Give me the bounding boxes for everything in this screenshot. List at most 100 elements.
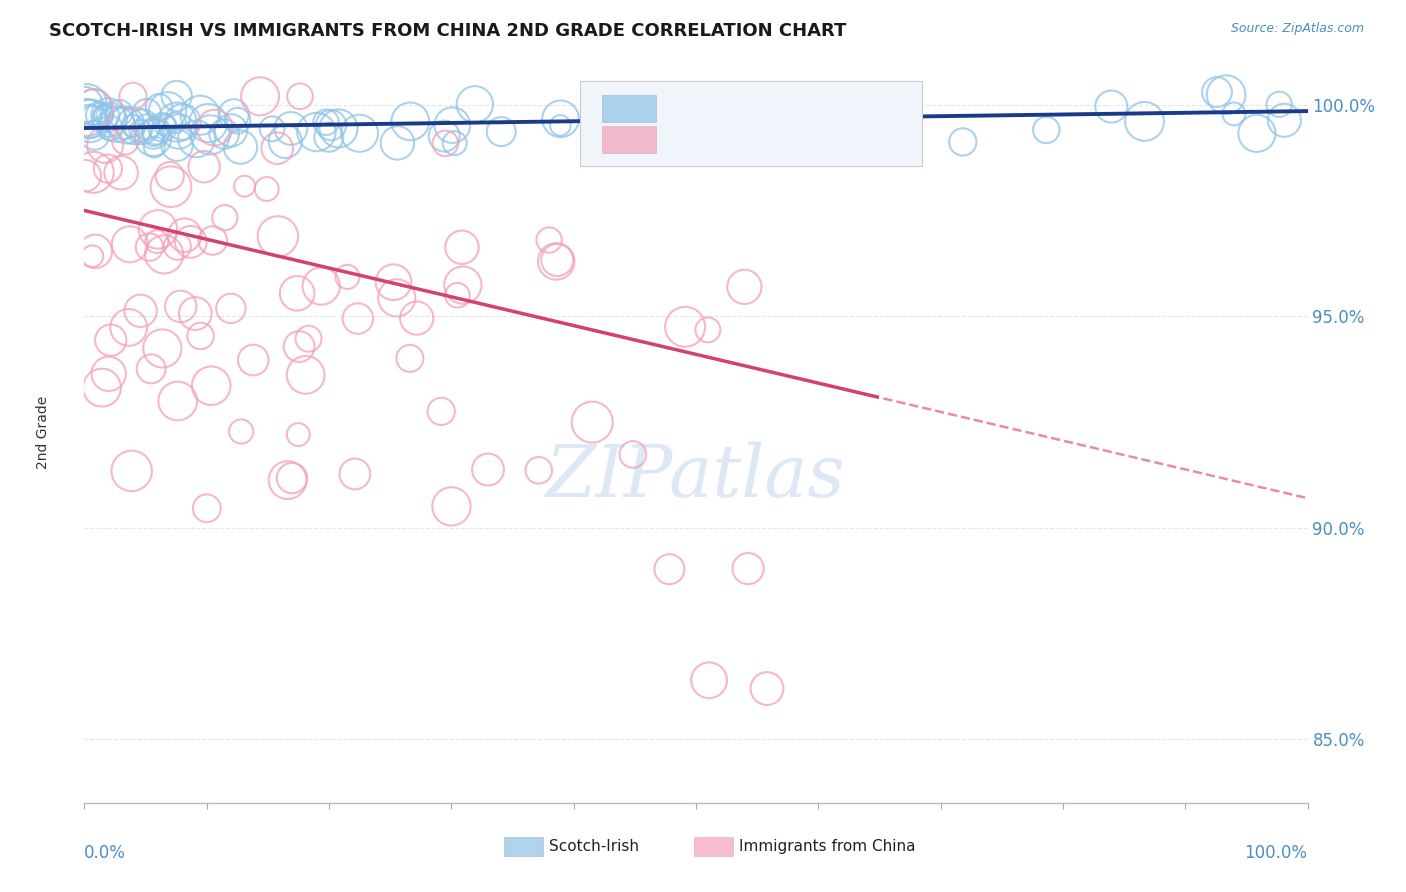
Point bbox=[464, 97, 486, 112]
Point bbox=[1246, 126, 1268, 140]
Point bbox=[1274, 113, 1296, 128]
Text: Source: ZipAtlas.com: Source: ZipAtlas.com bbox=[1230, 22, 1364, 36]
Point bbox=[122, 89, 145, 103]
Point bbox=[156, 103, 179, 118]
Point bbox=[142, 130, 165, 145]
FancyBboxPatch shape bbox=[579, 81, 922, 166]
Point bbox=[274, 134, 297, 148]
Point bbox=[294, 368, 316, 382]
Point bbox=[434, 136, 457, 151]
Point bbox=[683, 113, 706, 128]
Point bbox=[600, 111, 623, 125]
Point bbox=[131, 120, 153, 134]
Point bbox=[114, 134, 136, 148]
Point bbox=[860, 131, 883, 145]
Point bbox=[546, 254, 568, 268]
Point bbox=[190, 329, 212, 343]
Point bbox=[79, 116, 101, 130]
Point bbox=[546, 252, 568, 267]
Point bbox=[527, 463, 550, 477]
Point bbox=[349, 126, 371, 140]
Point bbox=[98, 112, 121, 127]
Point bbox=[146, 222, 169, 236]
Point bbox=[94, 137, 117, 152]
Point bbox=[219, 301, 242, 316]
Point bbox=[696, 323, 718, 337]
Text: Scotch-Irish: Scotch-Irish bbox=[550, 839, 640, 854]
Point bbox=[160, 179, 183, 194]
Point bbox=[287, 427, 309, 442]
Point bbox=[76, 111, 98, 125]
Text: 2nd Grade: 2nd Grade bbox=[37, 396, 51, 469]
Point bbox=[124, 119, 146, 133]
Point bbox=[550, 119, 572, 133]
Point bbox=[80, 112, 103, 126]
Point bbox=[1223, 107, 1246, 121]
Point bbox=[441, 118, 464, 132]
Point bbox=[626, 113, 648, 128]
Point bbox=[93, 108, 115, 122]
Point bbox=[145, 123, 167, 137]
Point bbox=[595, 114, 617, 128]
Point bbox=[835, 105, 858, 120]
Point bbox=[91, 381, 114, 395]
Point bbox=[581, 415, 603, 429]
Point bbox=[256, 182, 278, 196]
Point bbox=[285, 286, 308, 301]
Point bbox=[382, 275, 405, 289]
Point bbox=[142, 128, 165, 143]
Point bbox=[166, 394, 188, 409]
Text: R =  0.470    N = 98: R = 0.470 N = 98 bbox=[665, 101, 832, 116]
Point bbox=[222, 107, 245, 121]
Point bbox=[201, 234, 224, 248]
Point bbox=[231, 425, 253, 439]
Point bbox=[80, 109, 103, 123]
FancyBboxPatch shape bbox=[503, 837, 543, 856]
Point bbox=[172, 115, 194, 129]
Point bbox=[443, 136, 465, 150]
Point bbox=[180, 235, 202, 249]
FancyBboxPatch shape bbox=[602, 95, 655, 121]
Point bbox=[281, 471, 304, 485]
Point bbox=[1133, 114, 1156, 128]
Point bbox=[550, 112, 572, 126]
Point bbox=[399, 351, 422, 366]
Point bbox=[135, 106, 157, 120]
Point bbox=[136, 120, 159, 134]
Point bbox=[733, 280, 755, 294]
Point bbox=[173, 228, 195, 243]
Point bbox=[152, 120, 174, 135]
Point bbox=[658, 562, 681, 576]
Point bbox=[387, 136, 409, 150]
Point bbox=[153, 247, 176, 261]
Point bbox=[606, 112, 628, 127]
Point bbox=[82, 249, 104, 263]
Point bbox=[97, 109, 120, 123]
Point bbox=[621, 447, 644, 461]
Point bbox=[153, 119, 176, 133]
Point bbox=[446, 288, 468, 302]
Point bbox=[198, 128, 221, 142]
Point bbox=[673, 319, 696, 334]
Point bbox=[347, 311, 370, 326]
Point bbox=[676, 136, 699, 150]
Point bbox=[121, 464, 143, 478]
Point bbox=[627, 128, 650, 142]
Point bbox=[148, 100, 170, 114]
Point bbox=[75, 169, 97, 183]
Point bbox=[280, 121, 302, 136]
Point bbox=[343, 467, 366, 481]
FancyBboxPatch shape bbox=[602, 126, 655, 153]
Point bbox=[167, 124, 190, 138]
Point bbox=[97, 108, 120, 122]
Point bbox=[83, 100, 105, 114]
Point bbox=[229, 140, 252, 154]
Point bbox=[212, 127, 235, 141]
Point bbox=[440, 500, 463, 514]
Point bbox=[595, 103, 617, 117]
Point bbox=[121, 119, 143, 133]
Point bbox=[184, 307, 207, 321]
Point bbox=[100, 333, 122, 347]
Point bbox=[742, 103, 765, 117]
Point bbox=[661, 106, 683, 120]
